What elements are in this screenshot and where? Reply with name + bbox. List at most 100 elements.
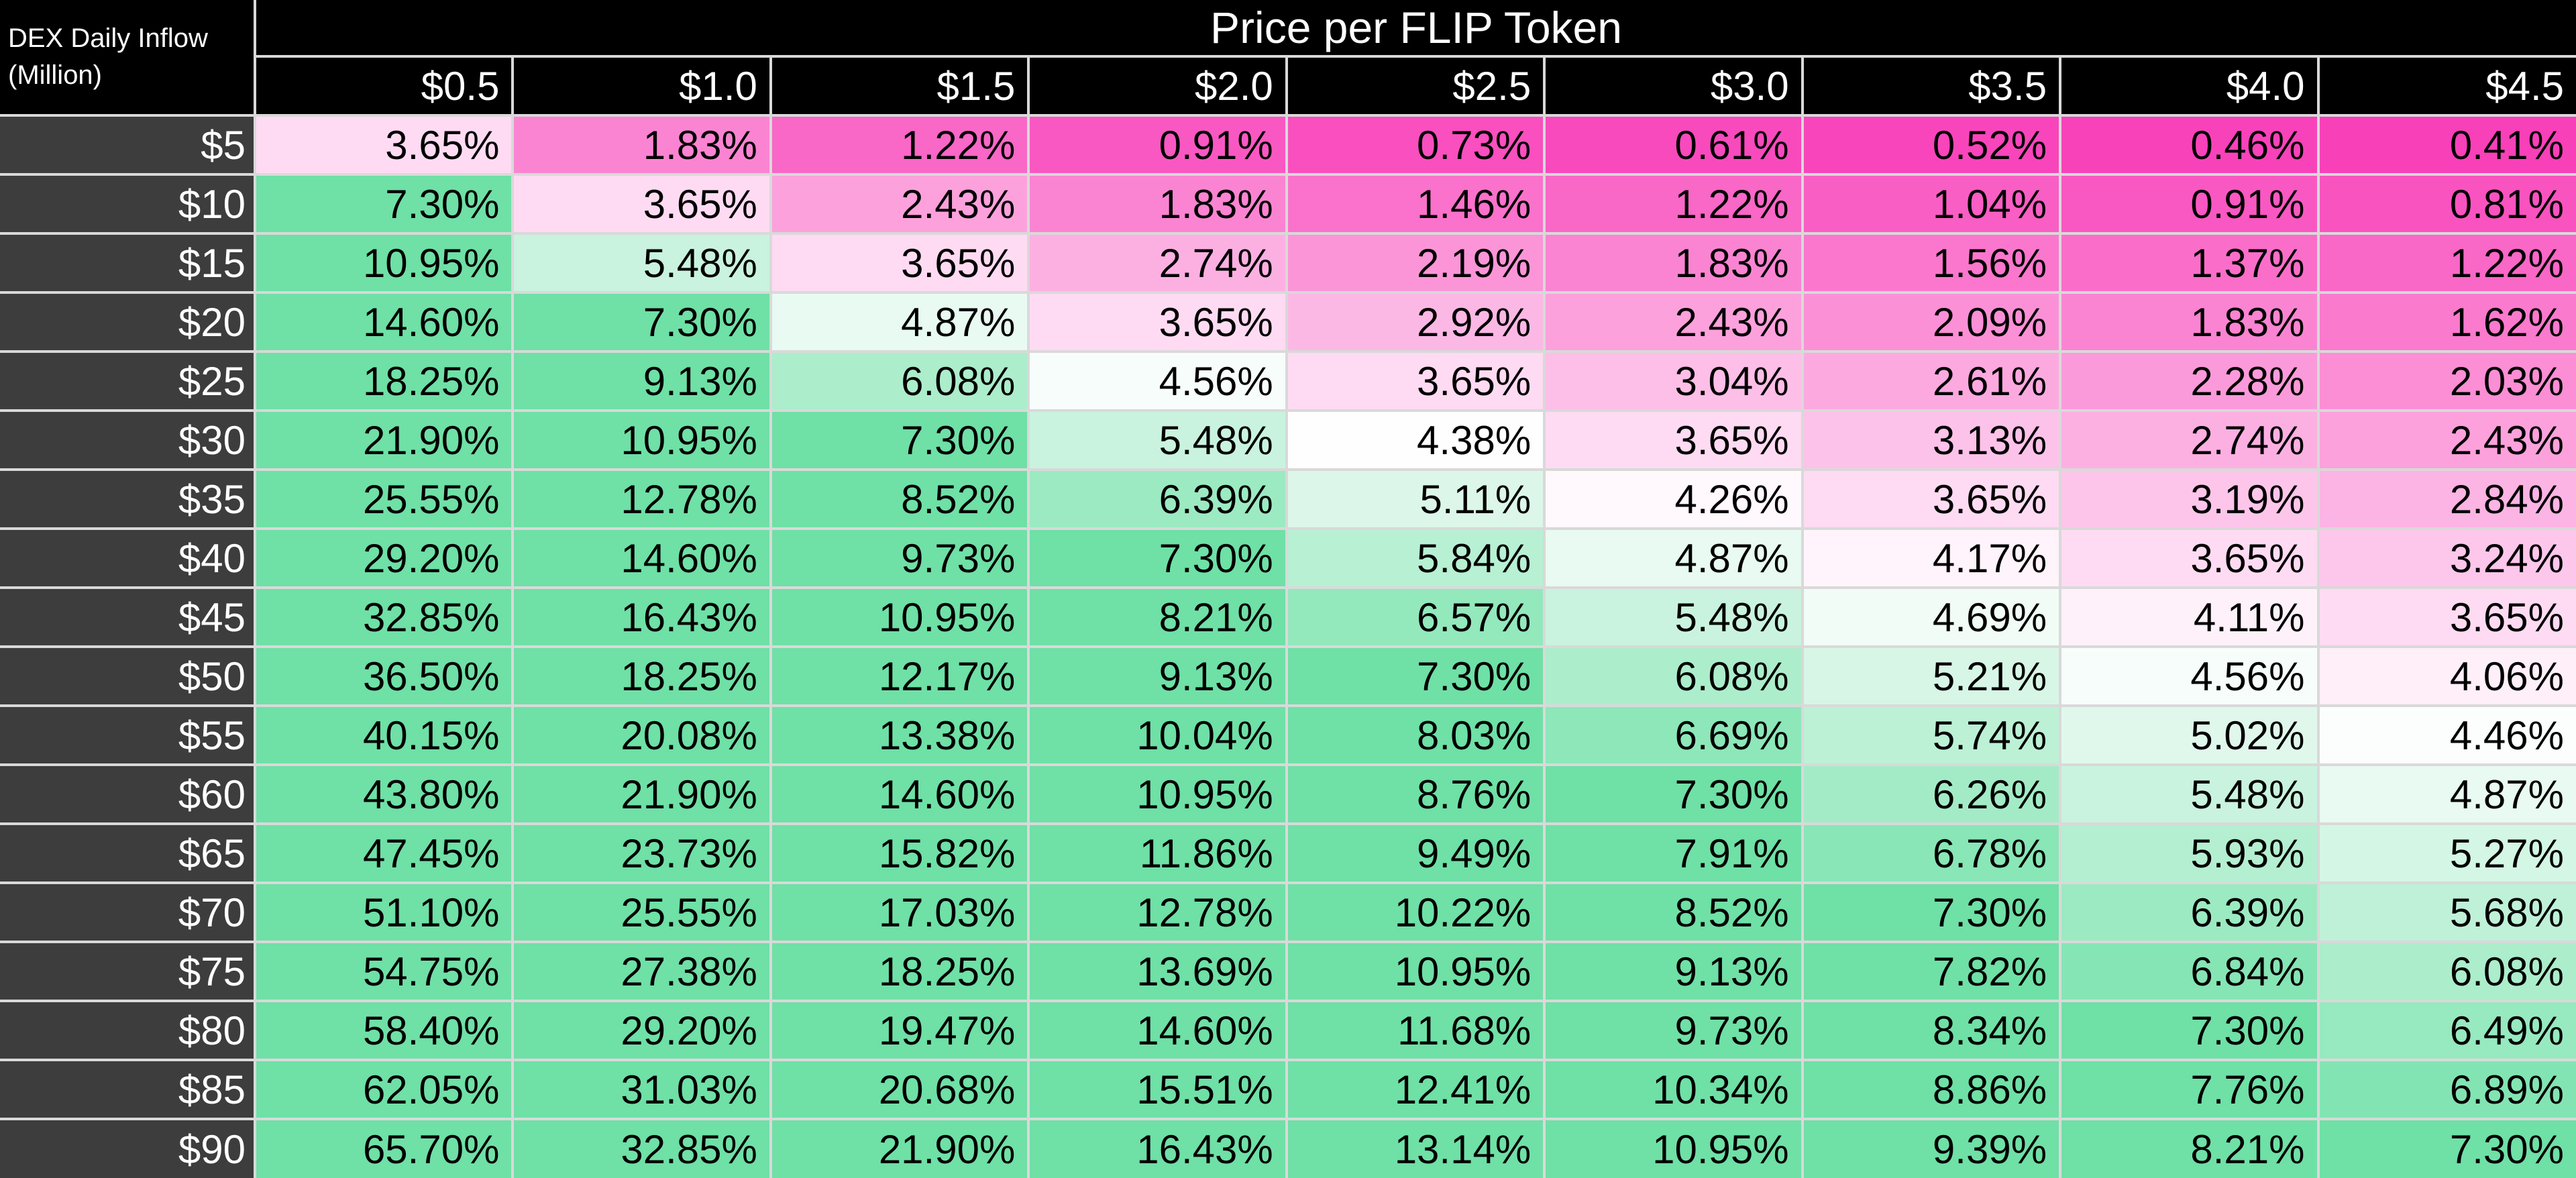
heatmap-cell[interactable]: 6.89%	[2316, 1059, 2576, 1120]
row-header-cell[interactable]: $75	[0, 941, 256, 1002]
heatmap-cell[interactable]: 23.73%	[511, 822, 772, 884]
heatmap-cell[interactable]: 16.43%	[1027, 1118, 1288, 1178]
heatmap-cell[interactable]: 5.48%	[2059, 763, 2320, 825]
heatmap-cell[interactable]: 4.26%	[1543, 468, 1804, 530]
heatmap-cell[interactable]: 7.30%	[2316, 1118, 2576, 1178]
heatmap-cell[interactable]: 2.84%	[2316, 468, 2576, 530]
column-header-cell[interactable]: $3.0	[1543, 55, 1804, 117]
heatmap-cell[interactable]: 11.86%	[1027, 822, 1288, 884]
heatmap-cell[interactable]: 40.15%	[253, 704, 515, 766]
heatmap-cell[interactable]: 0.46%	[2059, 114, 2320, 176]
heatmap-cell[interactable]: 12.17%	[769, 645, 1030, 707]
column-header-cell[interactable]: $1.0	[511, 55, 772, 117]
heatmap-cell[interactable]: 9.13%	[1543, 941, 1804, 1002]
heatmap-cell[interactable]: 58.40%	[253, 1000, 515, 1061]
heatmap-cell[interactable]: 29.20%	[253, 527, 515, 589]
heatmap-cell[interactable]: 3.65%	[1543, 409, 1804, 471]
heatmap-cell[interactable]: 2.74%	[2059, 409, 2320, 471]
heatmap-cell[interactable]: 2.09%	[1801, 291, 2062, 353]
heatmap-cell[interactable]: 6.78%	[1801, 822, 2062, 884]
heatmap-cell[interactable]: 14.60%	[511, 527, 772, 589]
heatmap-cell[interactable]: 1.22%	[769, 114, 1030, 176]
heatmap-cell[interactable]: 10.22%	[1285, 881, 1546, 943]
heatmap-cell[interactable]: 1.22%	[1543, 173, 1804, 235]
column-header-cell[interactable]: $3.5	[1801, 55, 2062, 117]
row-header-cell[interactable]: $30	[0, 409, 256, 471]
heatmap-cell[interactable]: 3.65%	[2059, 527, 2320, 589]
heatmap-cell[interactable]: 7.76%	[2059, 1059, 2320, 1120]
heatmap-cell[interactable]: 27.38%	[511, 941, 772, 1002]
column-header-cell[interactable]: $0.5	[253, 55, 515, 117]
heatmap-cell[interactable]: 21.90%	[511, 763, 772, 825]
heatmap-cell[interactable]: 5.93%	[2059, 822, 2320, 884]
heatmap-cell[interactable]: 12.41%	[1285, 1059, 1546, 1120]
heatmap-cell[interactable]: 7.30%	[1027, 527, 1288, 589]
heatmap-cell[interactable]: 2.74%	[1027, 232, 1288, 294]
heatmap-cell[interactable]: 16.43%	[511, 586, 772, 648]
heatmap-cell[interactable]: 2.43%	[769, 173, 1030, 235]
heatmap-cell[interactable]: 13.14%	[1285, 1118, 1546, 1178]
heatmap-cell[interactable]: 8.86%	[1801, 1059, 2062, 1120]
heatmap-cell[interactable]: 6.08%	[1543, 645, 1804, 707]
column-header-cell[interactable]: $4.5	[2316, 55, 2576, 117]
heatmap-cell[interactable]: 0.91%	[1027, 114, 1288, 176]
heatmap-cell[interactable]: 19.47%	[769, 1000, 1030, 1061]
heatmap-cell[interactable]: 11.68%	[1285, 1000, 1546, 1061]
row-header-cell[interactable]: $20	[0, 291, 256, 353]
heatmap-cell[interactable]: 10.95%	[1027, 763, 1288, 825]
heatmap-cell[interactable]: 0.52%	[1801, 114, 2062, 176]
heatmap-cell[interactable]: 3.65%	[1285, 350, 1546, 412]
heatmap-cell[interactable]: 18.25%	[769, 941, 1030, 1002]
heatmap-cell[interactable]: 3.65%	[253, 114, 515, 176]
heatmap-cell[interactable]: 21.90%	[253, 409, 515, 471]
heatmap-cell[interactable]: 6.84%	[2059, 941, 2320, 1002]
heatmap-cell[interactable]: 3.65%	[511, 173, 772, 235]
heatmap-cell[interactable]: 36.50%	[253, 645, 515, 707]
heatmap-cell[interactable]: 8.52%	[769, 468, 1030, 530]
heatmap-cell[interactable]: 1.22%	[2316, 232, 2576, 294]
row-header-cell[interactable]: $25	[0, 350, 256, 412]
heatmap-cell[interactable]: 10.34%	[1543, 1059, 1804, 1120]
heatmap-cell[interactable]: 62.05%	[253, 1059, 515, 1120]
heatmap-cell[interactable]: 4.46%	[2316, 704, 2576, 766]
heatmap-cell[interactable]: 1.83%	[2059, 291, 2320, 353]
heatmap-cell[interactable]: 6.08%	[2316, 941, 2576, 1002]
heatmap-cell[interactable]: 6.69%	[1543, 704, 1804, 766]
row-header-cell[interactable]: $45	[0, 586, 256, 648]
heatmap-cell[interactable]: 10.95%	[253, 232, 515, 294]
heatmap-cell[interactable]: 4.87%	[1543, 527, 1804, 589]
heatmap-cell[interactable]: 2.43%	[2316, 409, 2576, 471]
heatmap-cell[interactable]: 14.60%	[1027, 1000, 1288, 1061]
heatmap-cell[interactable]: 10.95%	[511, 409, 772, 471]
heatmap-cell[interactable]: 1.46%	[1285, 173, 1546, 235]
row-header-cell[interactable]: $35	[0, 468, 256, 530]
heatmap-cell[interactable]: 0.91%	[2059, 173, 2320, 235]
heatmap-cell[interactable]: 8.21%	[1027, 586, 1288, 648]
heatmap-cell[interactable]: 29.20%	[511, 1000, 772, 1061]
heatmap-cell[interactable]: 7.91%	[1543, 822, 1804, 884]
heatmap-cell[interactable]: 4.87%	[769, 291, 1030, 353]
heatmap-cell[interactable]: 25.55%	[511, 881, 772, 943]
heatmap-cell[interactable]: 8.76%	[1285, 763, 1546, 825]
heatmap-cell[interactable]: 7.30%	[1801, 881, 2062, 943]
heatmap-cell[interactable]: 4.11%	[2059, 586, 2320, 648]
row-header-cell[interactable]: $15	[0, 232, 256, 294]
heatmap-cell[interactable]: 2.03%	[2316, 350, 2576, 412]
row-header-cell[interactable]: $50	[0, 645, 256, 707]
heatmap-cell[interactable]: 20.68%	[769, 1059, 1030, 1120]
row-header-cell[interactable]: $40	[0, 527, 256, 589]
column-header-cell[interactable]: $4.0	[2059, 55, 2320, 117]
heatmap-cell[interactable]: 3.65%	[769, 232, 1030, 294]
heatmap-cell[interactable]: 7.82%	[1801, 941, 2062, 1002]
heatmap-cell[interactable]: 7.30%	[2059, 1000, 2320, 1061]
heatmap-cell[interactable]: 5.11%	[1285, 468, 1546, 530]
heatmap-cell[interactable]: 17.03%	[769, 881, 1030, 943]
heatmap-cell[interactable]: 2.19%	[1285, 232, 1546, 294]
heatmap-cell[interactable]: 10.95%	[1543, 1118, 1804, 1178]
heatmap-cell[interactable]: 5.48%	[1027, 409, 1288, 471]
heatmap-cell[interactable]: 2.28%	[2059, 350, 2320, 412]
heatmap-cell[interactable]: 51.10%	[253, 881, 515, 943]
heatmap-cell[interactable]: 6.26%	[1801, 763, 2062, 825]
row-header-cell[interactable]: $55	[0, 704, 256, 766]
heatmap-cell[interactable]: 3.65%	[1027, 291, 1288, 353]
